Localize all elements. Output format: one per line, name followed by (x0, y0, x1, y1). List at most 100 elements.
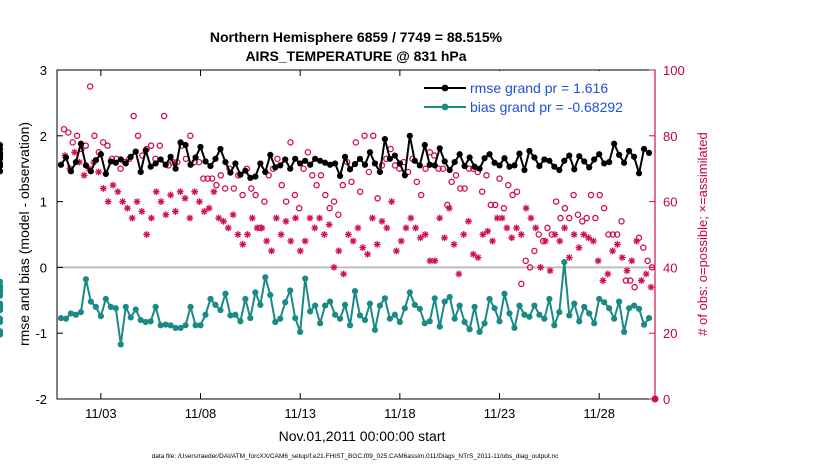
obs-assimilated-stroke (81, 172, 88, 179)
obs-assimilated-stroke (484, 228, 491, 235)
obs-possible-marker (535, 231, 543, 238)
bias-point (341, 301, 349, 309)
obs-assimilated-stroke (571, 231, 578, 238)
bias-point (227, 312, 234, 319)
rmse-point (486, 151, 493, 158)
obs-assimilated-marker (469, 250, 477, 258)
obs-assimilated-stroke (427, 257, 433, 264)
obs-possible-marker (613, 231, 621, 238)
rmse-point (446, 166, 453, 174)
rmse-point (222, 159, 229, 166)
x-tick-label: 11/08 (185, 406, 217, 421)
obs-assimilated-marker (330, 264, 338, 271)
obs-assimilated-marker (541, 237, 549, 245)
obs-assimilated-marker (638, 277, 645, 284)
rmse-point (346, 166, 354, 173)
rmse-point (202, 158, 209, 165)
rmse-point (476, 165, 483, 172)
obs-assimilated-stroke (230, 211, 237, 218)
bias-point (331, 311, 339, 318)
obs-assimilated-marker (393, 247, 400, 255)
rmse-point (511, 162, 518, 169)
obs-assimilated-stroke (215, 215, 222, 221)
bias-point (541, 315, 548, 322)
obs-possible-marker (505, 181, 512, 189)
obs-assimilated-stroke (508, 234, 515, 241)
obs-assimilated-stroke (638, 277, 645, 284)
bias-point (167, 322, 174, 329)
obs-possible-marker (278, 181, 286, 189)
obs-assimilated-stroke (355, 225, 361, 231)
obs-assimilated-stroke (590, 238, 597, 244)
x-tick-label: 11/28 (583, 406, 615, 421)
rmse-point (341, 153, 349, 160)
obs-assimilated-stroke (532, 225, 539, 231)
obs-assimilated-stroke (422, 231, 429, 238)
obs-possible-marker (640, 244, 647, 251)
rmse-point (187, 161, 194, 168)
obs-possible-marker (448, 178, 455, 186)
obs-assimilated-stroke (465, 218, 472, 225)
rmse-point (117, 156, 124, 163)
obs-assimilated-stroke (614, 241, 621, 248)
obs-possible-marker (509, 191, 516, 199)
obs-possible-marker (522, 257, 529, 265)
obs-possible-marker (230, 185, 238, 192)
obs-possible-marker (204, 175, 211, 182)
bias-point (262, 274, 269, 281)
obs-assimilated-stroke (552, 231, 558, 238)
obs-assimilated-marker (633, 237, 641, 245)
obs-assimilated-marker (546, 267, 554, 275)
obs-assimilated-marker (143, 231, 151, 238)
obs-assimilated-stroke (172, 208, 179, 215)
x-tick-label: 11/18 (384, 406, 416, 421)
obs-assimilated-marker (292, 214, 299, 222)
obs-assimilated-stroke (374, 241, 381, 248)
obs-assimilated-marker (431, 257, 439, 265)
obs-assimilated-stroke (350, 238, 357, 244)
obs-assimilated-marker (296, 247, 304, 255)
x-tick-label: 11/03 (85, 406, 117, 421)
obs-assimilated-stroke (249, 215, 256, 221)
obs-assimilated-stroke (311, 225, 318, 231)
bias-point (581, 303, 588, 310)
bias-point (112, 305, 119, 312)
obs-assimilated-stroke (129, 215, 136, 221)
obs-assimilated-marker (205, 204, 213, 212)
y-tick-label: 0 (40, 260, 47, 275)
obs-assimilated-marker (234, 231, 242, 238)
y2-tick-label: 100 (663, 63, 685, 78)
obs-assimilated-marker (513, 224, 520, 232)
obs-assimilated-marker (575, 244, 583, 252)
legend-box (414, 71, 654, 117)
bias-point (366, 300, 374, 307)
obs-possible-marker (86, 83, 94, 90)
obs-assimilated-marker (268, 247, 275, 255)
obs-possible-marker (644, 257, 651, 265)
obs-possible-marker (365, 168, 373, 176)
rmse-point (152, 160, 159, 167)
bias-point (162, 321, 169, 328)
rmse-point (162, 161, 169, 168)
obs-possible-marker (557, 214, 564, 222)
rmse-point (586, 164, 593, 171)
rmse-point (386, 155, 393, 162)
obs-assimilated-marker (335, 247, 343, 255)
obs-assimilated-marker (373, 240, 381, 248)
bias-point (346, 322, 354, 329)
bias-point (621, 328, 628, 335)
y2-tick-label: 80 (663, 129, 677, 144)
obs-assimilated-marker (388, 198, 396, 205)
obs-assimilated-marker (109, 181, 117, 189)
rmse-point (576, 153, 583, 160)
obs-possible-marker (291, 191, 299, 199)
obs-assimilated-stroke (244, 231, 251, 238)
rmse-point (361, 161, 369, 168)
obs-possible-marker (618, 218, 625, 225)
obs-possible-marker (200, 175, 207, 182)
obs-assimilated-stroke (604, 271, 611, 277)
obs-assimilated-stroke (460, 231, 467, 238)
obs-possible-marker (330, 198, 338, 205)
rmse-point (312, 155, 319, 162)
obs-assimilated-marker (517, 231, 525, 238)
